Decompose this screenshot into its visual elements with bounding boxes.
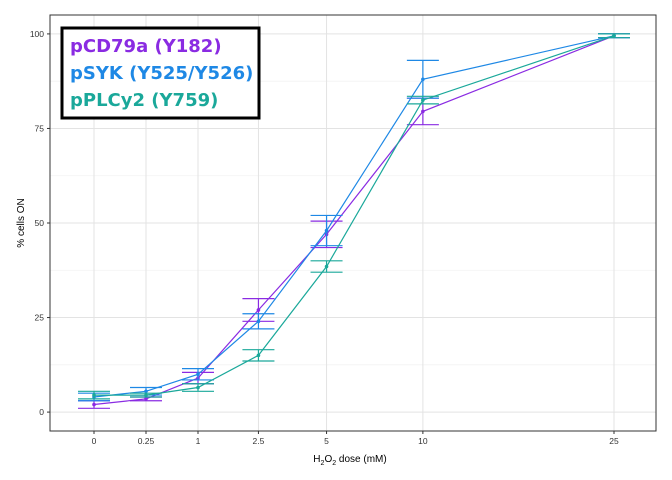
data-point bbox=[256, 308, 261, 312]
x-tick-label: 1 bbox=[196, 436, 201, 446]
x-tick-label: 10 bbox=[418, 436, 428, 446]
legend-entry: pSYK (Y525/Y526) bbox=[70, 63, 253, 84]
data-point bbox=[196, 372, 200, 377]
data-point bbox=[421, 109, 425, 114]
data-series bbox=[78, 33, 630, 409]
x-axis: 0 0.25 1 2.5 5 10 25 bbox=[92, 431, 619, 446]
x-axis-title-part: dose (mM) bbox=[336, 454, 387, 465]
legend-box bbox=[60, 26, 261, 120]
data-point bbox=[92, 393, 96, 397]
data-point bbox=[92, 402, 96, 407]
x-axis-title: H2O2 dose (mM) bbox=[313, 454, 386, 467]
x-tick-label: 2.5 bbox=[253, 436, 265, 446]
data-point bbox=[256, 319, 261, 324]
legend: pCD79a (Y182) pSYK (Y525/Y526) pPLCy2 (Y75… bbox=[60, 26, 261, 120]
data-point bbox=[612, 34, 616, 38]
data-point bbox=[144, 389, 148, 394]
data-point bbox=[256, 353, 261, 358]
x-axis-title-part: H bbox=[313, 454, 320, 465]
x-axis-title-subscript: 2 bbox=[321, 460, 325, 467]
legend-entry: pPLCy2 (Y759) bbox=[70, 90, 218, 111]
data-point bbox=[196, 385, 200, 390]
y-tick-label: 25 bbox=[35, 313, 45, 323]
data-point bbox=[324, 228, 329, 233]
data-point bbox=[421, 98, 425, 102]
series-group bbox=[78, 33, 630, 400]
x-axis-title-part: O bbox=[324, 454, 332, 465]
x-tick-label: 5 bbox=[324, 436, 329, 446]
y-tick-label: 75 bbox=[35, 123, 45, 133]
x-tick-label: 25 bbox=[609, 436, 619, 446]
y-tick-label: 100 bbox=[30, 29, 44, 39]
data-point bbox=[324, 264, 329, 269]
legend-entry: pCD79a (Y182) bbox=[70, 36, 222, 57]
y-axis-title: % cells ON bbox=[16, 198, 27, 247]
x-tick-label: 0 bbox=[92, 436, 97, 446]
x-tick-label: 0.25 bbox=[138, 436, 155, 446]
data-point bbox=[144, 393, 148, 397]
data-point bbox=[144, 397, 148, 401]
y-tick-label: 50 bbox=[35, 218, 45, 228]
x-axis-title-subscript: 2 bbox=[332, 460, 336, 467]
y-tick-label: 0 bbox=[39, 407, 44, 417]
y-axis: 0 25 50 75 100 bbox=[30, 29, 50, 417]
data-point bbox=[421, 77, 425, 82]
